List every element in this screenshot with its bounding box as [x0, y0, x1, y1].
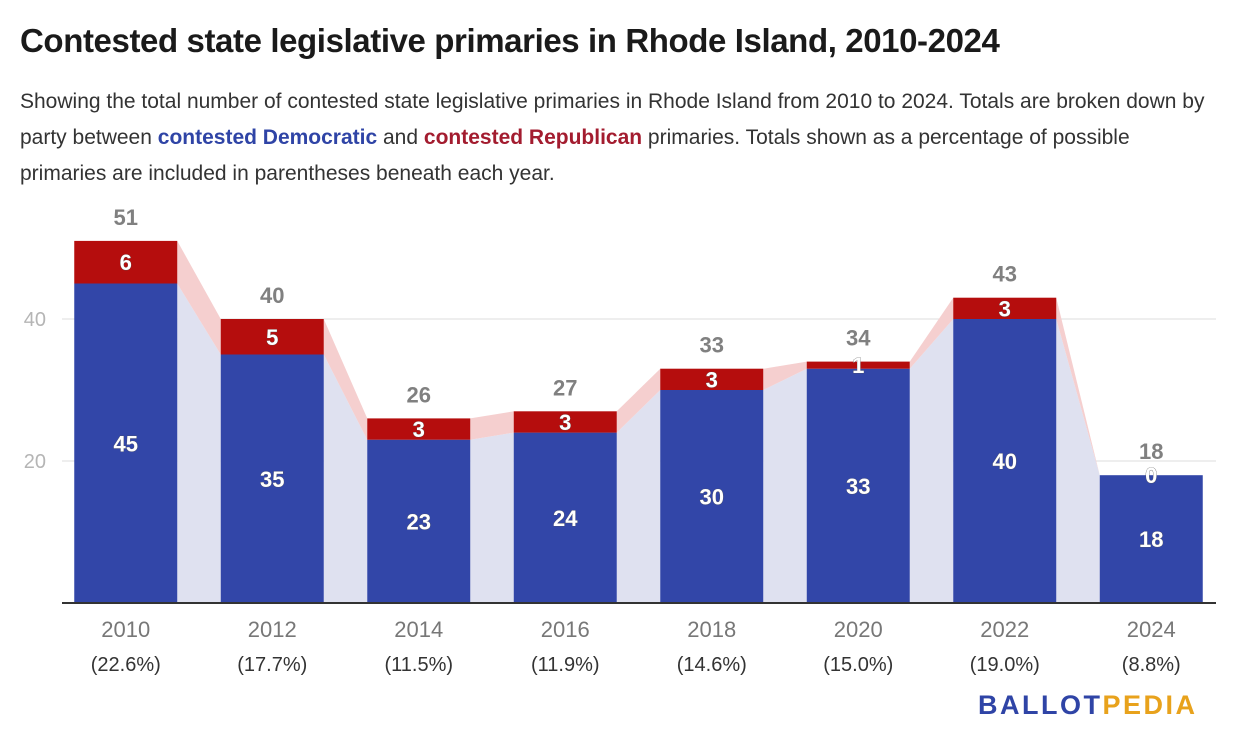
democratic-value-label: 45	[114, 431, 138, 456]
republican-bar	[74, 240, 178, 284]
republican-connector-band	[763, 361, 807, 390]
republican-value-label: 1	[852, 353, 864, 378]
republican-value-label: 3	[999, 296, 1011, 321]
republican-bar	[220, 319, 324, 355]
democratic-connector-band	[909, 319, 954, 603]
x-tick-label: 2014	[394, 617, 443, 642]
republican-value-label: 5	[266, 325, 278, 350]
democratic-legend-label: contested Democratic	[157, 126, 378, 149]
republican-bar	[953, 297, 1057, 319]
x-tick-label: 2012	[248, 617, 297, 642]
connector-bands	[177, 240, 1100, 603]
democratic-bar	[806, 368, 910, 603]
democratic-connector-band	[470, 432, 514, 603]
democratic-value-label: 40	[993, 449, 1017, 474]
x-tick-sublabel: (11.5%)	[384, 654, 453, 676]
republican-connector-band	[909, 297, 954, 369]
logo-pedia: PEDIA	[1102, 690, 1198, 720]
democratic-value-label: 35	[260, 467, 284, 492]
democratic-bar	[74, 283, 178, 603]
democratic-value-label: 33	[846, 474, 870, 499]
total-value-label: 51	[114, 205, 138, 230]
democratic-bar	[513, 432, 617, 603]
total-value-label: 34	[846, 326, 871, 351]
x-tick-sublabel: (15.0%)	[823, 654, 893, 676]
democratic-connector-band	[763, 368, 807, 603]
x-tick-label: 2016	[541, 617, 590, 642]
x-tick-label: 2020	[834, 617, 883, 642]
subtitle-text-1: Showing the total number of contested st…	[20, 90, 1205, 149]
republican-bar	[660, 368, 764, 390]
democratic-value-label: 24	[553, 506, 578, 531]
democratic-bar	[1099, 475, 1203, 603]
total-value-label: 27	[553, 375, 577, 400]
democratic-connector-band	[1056, 319, 1100, 603]
x-axis: 2010 (22.6%) 2012 (17.7%) 2014 (11.5%) 2016 (11…	[62, 602, 1216, 676]
republican-bar	[806, 361, 910, 369]
republican-value-label: 3	[413, 417, 425, 442]
subtitle-text-3: primaries. Totals shown as a percentage …	[20, 126, 1130, 185]
republican-value-label: 3	[559, 410, 571, 435]
x-tick-label: 2018	[687, 617, 736, 642]
total-value-label: 33	[700, 333, 724, 358]
x-tick-sublabel: (17.7%)	[237, 654, 307, 676]
democratic-bar	[220, 354, 324, 603]
republican-legend-label: contested Republican	[423, 126, 643, 149]
logo-ballot: BALLOT	[978, 690, 1103, 720]
total-value-label: 18	[1139, 439, 1163, 464]
republican-bar	[367, 418, 471, 440]
x-tick-label: 2010	[101, 617, 150, 642]
democratic-bar	[660, 390, 764, 603]
total-value-label: 43	[993, 262, 1017, 287]
bars	[74, 240, 1203, 603]
republican-connector-band	[323, 319, 368, 440]
chart-subtitle: Showing the total number of contested st…	[20, 84, 1220, 192]
democratic-value-label: 23	[407, 509, 431, 534]
republican-value-label: 6	[120, 250, 132, 275]
x-tick-label: 2024	[1127, 617, 1176, 642]
democratic-connector-band	[616, 390, 661, 603]
democratic-bar	[367, 439, 471, 603]
republican-value-label: 0	[1145, 463, 1157, 488]
x-tick-sublabel: (19.0%)	[970, 654, 1040, 676]
republican-value-label: 3	[706, 367, 718, 392]
total-value-label: 26	[407, 382, 431, 407]
republican-bar	[513, 411, 617, 433]
republican-connector-band	[470, 411, 514, 440]
total-value-label: 40	[260, 283, 284, 308]
democratic-value-label: 30	[700, 485, 724, 510]
x-tick-label: 2022	[980, 617, 1029, 642]
subtitle-text-2: and	[377, 126, 424, 149]
x-tick-sublabel: (14.6%)	[677, 654, 747, 676]
x-tick-sublabel: (8.8%)	[1122, 654, 1181, 676]
chart-title: Contested state legislative primaries in…	[20, 22, 1000, 59]
republican-connector-band	[616, 368, 661, 433]
republican-connector-band	[1056, 297, 1100, 476]
y-tick-label: 20	[24, 451, 46, 473]
democratic-value-label: 18	[1139, 527, 1163, 552]
ballotpedia-logo: BALLOTPEDIA	[978, 690, 1198, 721]
x-tick-sublabel: (22.6%)	[91, 654, 161, 676]
y-tick-label: 40	[24, 309, 46, 331]
democratic-bar	[953, 319, 1057, 603]
x-tick-sublabel: (11.9%)	[531, 654, 600, 676]
republican-connector-band	[177, 240, 221, 355]
democratic-connector-band	[177, 283, 221, 603]
democratic-connector-band	[323, 354, 368, 603]
